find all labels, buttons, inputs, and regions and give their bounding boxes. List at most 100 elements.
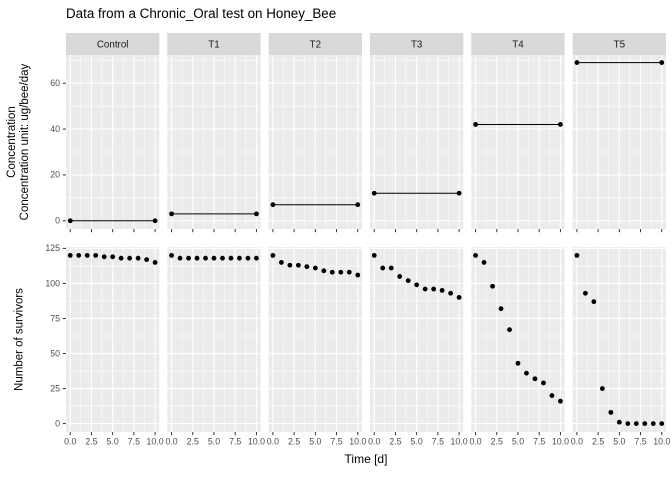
concentration-point [456,190,462,196]
x-tick-label: 5.0 [411,436,423,446]
concentration-series [270,202,361,208]
concentration-point [355,202,361,208]
concentration-series [67,218,158,224]
data-point [338,269,344,275]
data-point [642,421,648,426]
y-tick-label: 25 [50,383,60,393]
data-point [245,255,251,261]
survivor-points [574,253,665,426]
y-axis-title-survivors: Number of survivors [14,220,27,460]
facet-strip-label: T3 [411,39,423,50]
page-title: Data from a Chronic_Oral test on Honey_B… [66,6,337,21]
concentration-point [473,122,478,127]
concentration-point [574,60,580,65]
data-point [448,290,454,296]
facet-strip [167,33,261,55]
facet-strips: Control T1 T2 T3 T4 T5 [66,33,666,55]
data-point [329,269,335,275]
data-point [194,255,200,261]
x-tick-label: 10.0 [451,436,468,446]
data-point [650,421,656,426]
data-point [541,380,546,386]
x-tick-label: 5.0 [613,436,625,446]
facet-strip-label: T1 [208,39,219,50]
concentration-series [371,190,462,196]
data-point [397,274,403,279]
concentration-point [254,211,259,217]
concentration-point [270,202,276,208]
y-tick-label: 60 [50,78,60,88]
data-point [237,255,242,261]
x-tick-label: 5.0 [107,436,119,446]
y-tick-label: 75 [50,313,60,323]
x-tick-label: 10.0 [552,436,569,446]
concentration-point [152,218,158,224]
data-point [380,265,386,271]
data-point [574,253,580,258]
survivor-points [473,253,563,404]
data-point [473,253,478,258]
facet-strip [369,33,464,55]
data-layer [67,60,665,426]
data-point [278,260,284,265]
data-point [608,409,614,415]
y-tick-label: 0 [55,418,60,428]
data-point [422,286,428,292]
data-point [254,255,259,261]
data-point [558,398,563,404]
data-point [515,360,521,366]
facet-strip [572,33,666,55]
x-tick-label: 0.0 [64,436,76,446]
x-tick-label: 0.0 [571,436,583,446]
x-tick-label: 7.5 [128,436,140,446]
x-tick-label: 7.5 [330,436,342,446]
data-point [321,268,327,274]
facet-strip-label: T2 [310,39,321,50]
concentration-point [67,218,73,224]
facet-strip-label: T5 [614,39,626,50]
x-tick-label: 7.5 [634,436,646,446]
data-point [211,255,217,261]
x-tick-label: 5.0 [512,436,524,446]
data-point [220,255,225,261]
survivor-points [371,253,462,300]
data-point [582,290,588,296]
data-point [152,260,158,265]
x-tick-label: 10.0 [248,436,265,446]
concentration-series [574,60,665,65]
data-point [625,421,631,426]
data-point [431,286,437,292]
data-point [599,386,605,391]
y-tick-label: 125 [45,243,60,253]
facet-strip [268,33,362,55]
data-point [490,283,495,289]
x-tick-label: 10.0 [147,436,164,446]
concentration-point [371,190,377,196]
data-point [456,295,462,300]
gridlines-major [66,55,666,432]
x-tick-label: 5.0 [208,436,220,446]
concentration-point [659,60,665,65]
data-point [287,262,293,268]
y-axis-title-line: Number of survivors [13,288,26,391]
panel-backgrounds [66,55,666,432]
x-tick-label: 0.0 [165,436,177,446]
data-point [84,253,90,258]
data-point [110,254,116,260]
concentration-point [558,122,563,127]
data-point [228,255,234,261]
x-tick-label: 2.5 [288,436,300,446]
data-point [524,370,529,376]
x-tick-label: 10.0 [349,436,366,446]
x-tick-label: 2.5 [592,436,604,446]
data-point [304,264,310,270]
data-point [405,278,411,284]
data-point [414,282,420,288]
data-point [169,253,174,258]
data-point [498,306,504,312]
data-point [177,255,183,261]
x-tick-label: 2.5 [389,436,401,446]
